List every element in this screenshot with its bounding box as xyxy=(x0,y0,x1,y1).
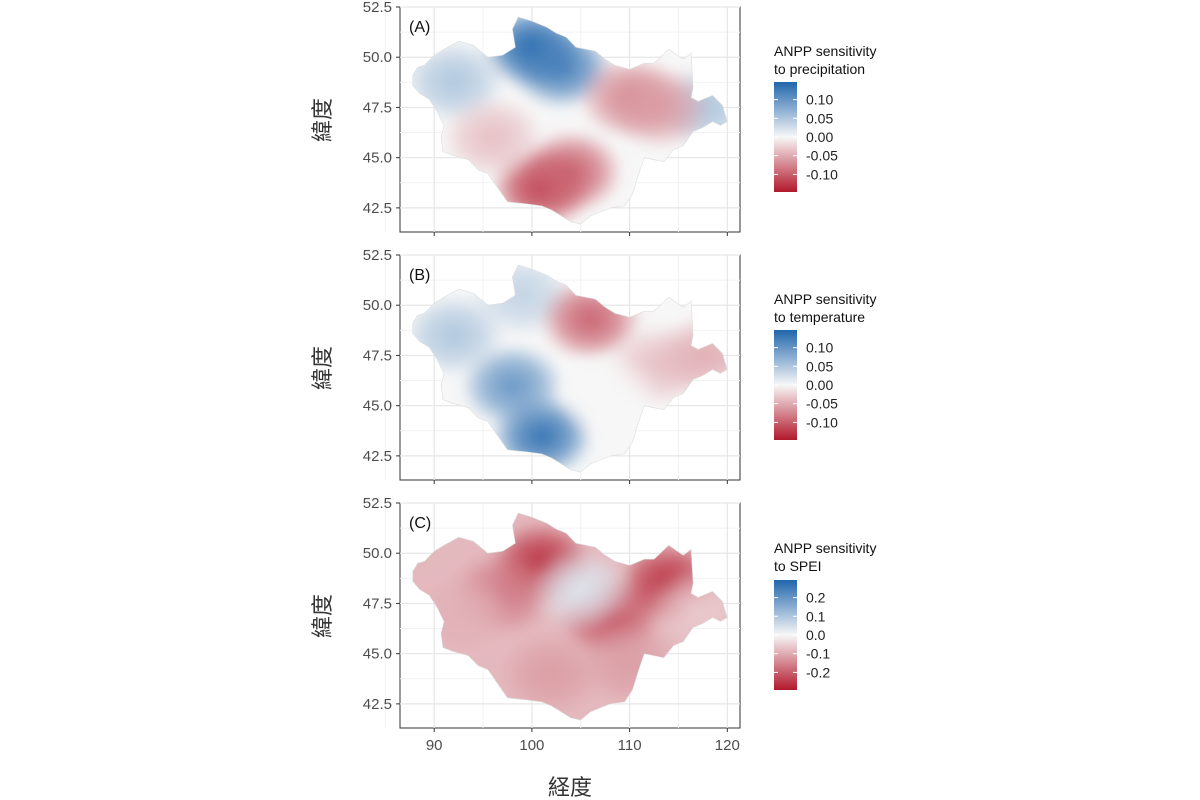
panel-b-legend-tick-label: 0.05 xyxy=(806,358,833,374)
panel-b-sensitivity-field xyxy=(655,313,728,398)
panel-c-y-tick-label: 50.0 xyxy=(363,545,392,562)
panel-a-y-tick-label: 45.0 xyxy=(363,150,392,167)
panel-b-y-tick-label: 47.5 xyxy=(363,347,392,364)
panel-b-legend-tick-label: 0.10 xyxy=(806,340,833,356)
panel-a: (A) 42.5 45.0 47.5 50.0 52.5 緯度 ANPP sensiti… xyxy=(311,0,876,236)
panel-c-label: (C) xyxy=(409,515,431,532)
panel-a-colorbar xyxy=(774,82,797,192)
x-axis-title: 経度 xyxy=(548,776,592,800)
panel-a-legend: ANPP sensitivity to precipitation 0.100.… xyxy=(774,43,876,192)
panel-c-x-ticks: 90 100 110 120 xyxy=(426,728,740,754)
panel-a-legend-title-line1: ANPP sensitivity xyxy=(774,43,876,59)
panel-a-sensitivity-field xyxy=(440,95,545,180)
panel-a-y-ticks: 42.5 45.0 47.5 50.0 52.5 xyxy=(363,0,400,217)
panel-a-country-outline xyxy=(412,16,728,225)
panel-b-colorbar xyxy=(774,330,797,440)
panel-b-y-tick-label: 45.0 xyxy=(363,398,392,415)
panel-a-legend-ticks: 0.10 0.05 0.00 -0.05 -0.10 xyxy=(774,92,838,182)
panel-a-sensitivity-field xyxy=(606,65,711,150)
panel-b-y-ticks: 42.5 45.0 47.5 50.0 52.5 xyxy=(363,247,400,465)
panel-c-legend-tick-label: 0.2 xyxy=(806,590,826,606)
panel-c-legend-tick-label: -0.1 xyxy=(806,646,830,662)
x-tick-label: 100 xyxy=(519,737,544,754)
panel-a-legend-tick-label: 0.10 xyxy=(806,92,833,108)
panel-c-colorbar xyxy=(774,580,797,690)
panel-b-legend-ticks: 0.10 0.05 0.00 -0.05 -0.10 xyxy=(774,340,838,430)
panel-a-legend-title-line2: to precipitation xyxy=(774,61,865,77)
panel-a-y-tick-label: 47.5 xyxy=(363,99,392,116)
panel-c-y-ticks: 42.5 45.0 47.5 50.0 52.5 xyxy=(363,495,400,713)
panel-b-sensitivity-field xyxy=(558,353,663,438)
panel-b-y-tick-label: 52.5 xyxy=(363,247,392,264)
panel-c-y-tick-label: 45.0 xyxy=(363,646,392,663)
panel-b-legend-tick-label: -0.10 xyxy=(806,414,838,430)
panel-a-legend-tick-label: -0.05 xyxy=(806,148,838,164)
panel-c-legend-title-line1: ANPP sensitivity xyxy=(774,540,876,556)
panel-c-sensitivity-field xyxy=(499,631,604,716)
panel-a-map xyxy=(412,16,728,225)
panel-c: (C) 42.545.047.550.052.5 90 100 110 120 緯度 … xyxy=(311,495,876,754)
panel-a-y-tick-label: 52.5 xyxy=(363,0,392,16)
panel-a-sensitivity-field xyxy=(518,129,623,214)
panel-a-legend-tick-label: -0.10 xyxy=(806,166,838,182)
panel-c-legend-tick-label: -0.2 xyxy=(806,664,830,680)
panel-a-label: (A) xyxy=(409,19,430,36)
panel-b-country-outline xyxy=(412,264,728,473)
panel-c-y-tick-label: 47.5 xyxy=(363,595,392,612)
panel-c-country-outline xyxy=(412,512,728,721)
x-tick-label: 110 xyxy=(618,737,642,754)
panel-a-y-tick-label: 42.5 xyxy=(363,200,392,217)
panel-c-legend-tick-label: 0.0 xyxy=(806,627,826,643)
panel-b-legend-tick-label: 0.00 xyxy=(806,377,833,393)
panel-c-legend: ANPP sensitivity to SPEI 0.2 0.1 0.0 -0.1 -0… xyxy=(774,540,876,690)
panel-b-legend-tick-label: -0.05 xyxy=(806,396,838,412)
panel-c-legend-title-line2: to SPEI xyxy=(774,558,821,574)
panel-b-x-ticks xyxy=(433,480,728,484)
panel-b: (B) 42.5 45.0 47.5 50.0 52.5 緯度 ANPP sensiti… xyxy=(311,247,876,484)
panel-a-x-ticks xyxy=(433,232,728,236)
panel-b-y-tick-label: 50.0 xyxy=(363,297,392,314)
panel-b-legend: ANPP sensitivity to temperature 0.10 0.05… xyxy=(774,291,876,440)
panel-c-sensitivity-field xyxy=(528,547,633,632)
x-tick-label: 90 xyxy=(426,737,443,754)
panel-b-legend-title-line2: to temperature xyxy=(774,309,865,325)
panel-a-y-tick-label: 50.0 xyxy=(363,49,392,66)
panel-a-legend-tick-label: 0.00 xyxy=(806,129,833,145)
x-tick-label: 120 xyxy=(715,737,740,754)
panel-b-y-axis-title: 緯度 xyxy=(311,346,336,390)
panel-b-legend-title-line1: ANPP sensitivity xyxy=(774,291,876,307)
panel-c-legend-ticks: 0.2 0.1 0.0 -0.1 -0.2 xyxy=(774,590,830,680)
panel-b-y-tick-label: 42.5 xyxy=(363,448,392,465)
panel-a-y-axis-title: 緯度 xyxy=(311,98,336,142)
panel-c-y-tick-label: 52.5 xyxy=(363,495,392,512)
panel-a-legend-tick-label: 0.05 xyxy=(806,110,833,126)
panel-c-y-axis-title: 緯度 xyxy=(311,594,336,638)
panel-c-y-tick-label: 42.5 xyxy=(363,696,392,713)
panel-b-label: (B) xyxy=(409,267,430,284)
panel-c-legend-tick-label: 0.1 xyxy=(806,608,826,624)
